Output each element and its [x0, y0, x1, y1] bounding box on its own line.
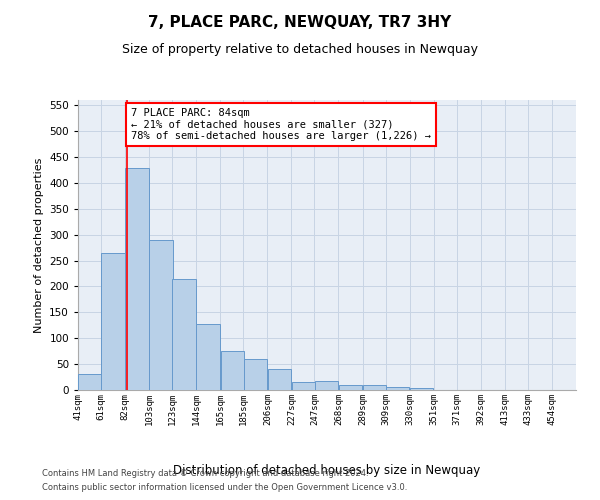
Y-axis label: Number of detached properties: Number of detached properties — [34, 158, 44, 332]
Bar — [386, 388, 409, 390]
Bar — [292, 382, 315, 390]
Bar — [101, 253, 125, 390]
Bar — [363, 385, 386, 390]
Bar — [339, 385, 362, 390]
Bar — [149, 240, 173, 390]
Bar — [196, 324, 220, 390]
Bar — [268, 370, 291, 390]
Text: Contains HM Land Registry data © Crown copyright and database right 2024.: Contains HM Land Registry data © Crown c… — [42, 468, 368, 477]
Bar — [125, 168, 149, 390]
Text: Contains public sector information licensed under the Open Government Licence v3: Contains public sector information licen… — [42, 484, 407, 492]
X-axis label: Distribution of detached houses by size in Newquay: Distribution of detached houses by size … — [173, 464, 481, 477]
Bar — [410, 388, 433, 390]
Text: 7 PLACE PARC: 84sqm
← 21% of detached houses are smaller (327)
78% of semi-detac: 7 PLACE PARC: 84sqm ← 21% of detached ho… — [131, 108, 431, 141]
Bar — [244, 359, 267, 390]
Bar — [314, 380, 338, 390]
Text: 7, PLACE PARC, NEWQUAY, TR7 3HY: 7, PLACE PARC, NEWQUAY, TR7 3HY — [148, 15, 452, 30]
Bar — [172, 278, 196, 390]
Bar — [221, 351, 244, 390]
Text: Size of property relative to detached houses in Newquay: Size of property relative to detached ho… — [122, 42, 478, 56]
Bar — [78, 374, 102, 390]
